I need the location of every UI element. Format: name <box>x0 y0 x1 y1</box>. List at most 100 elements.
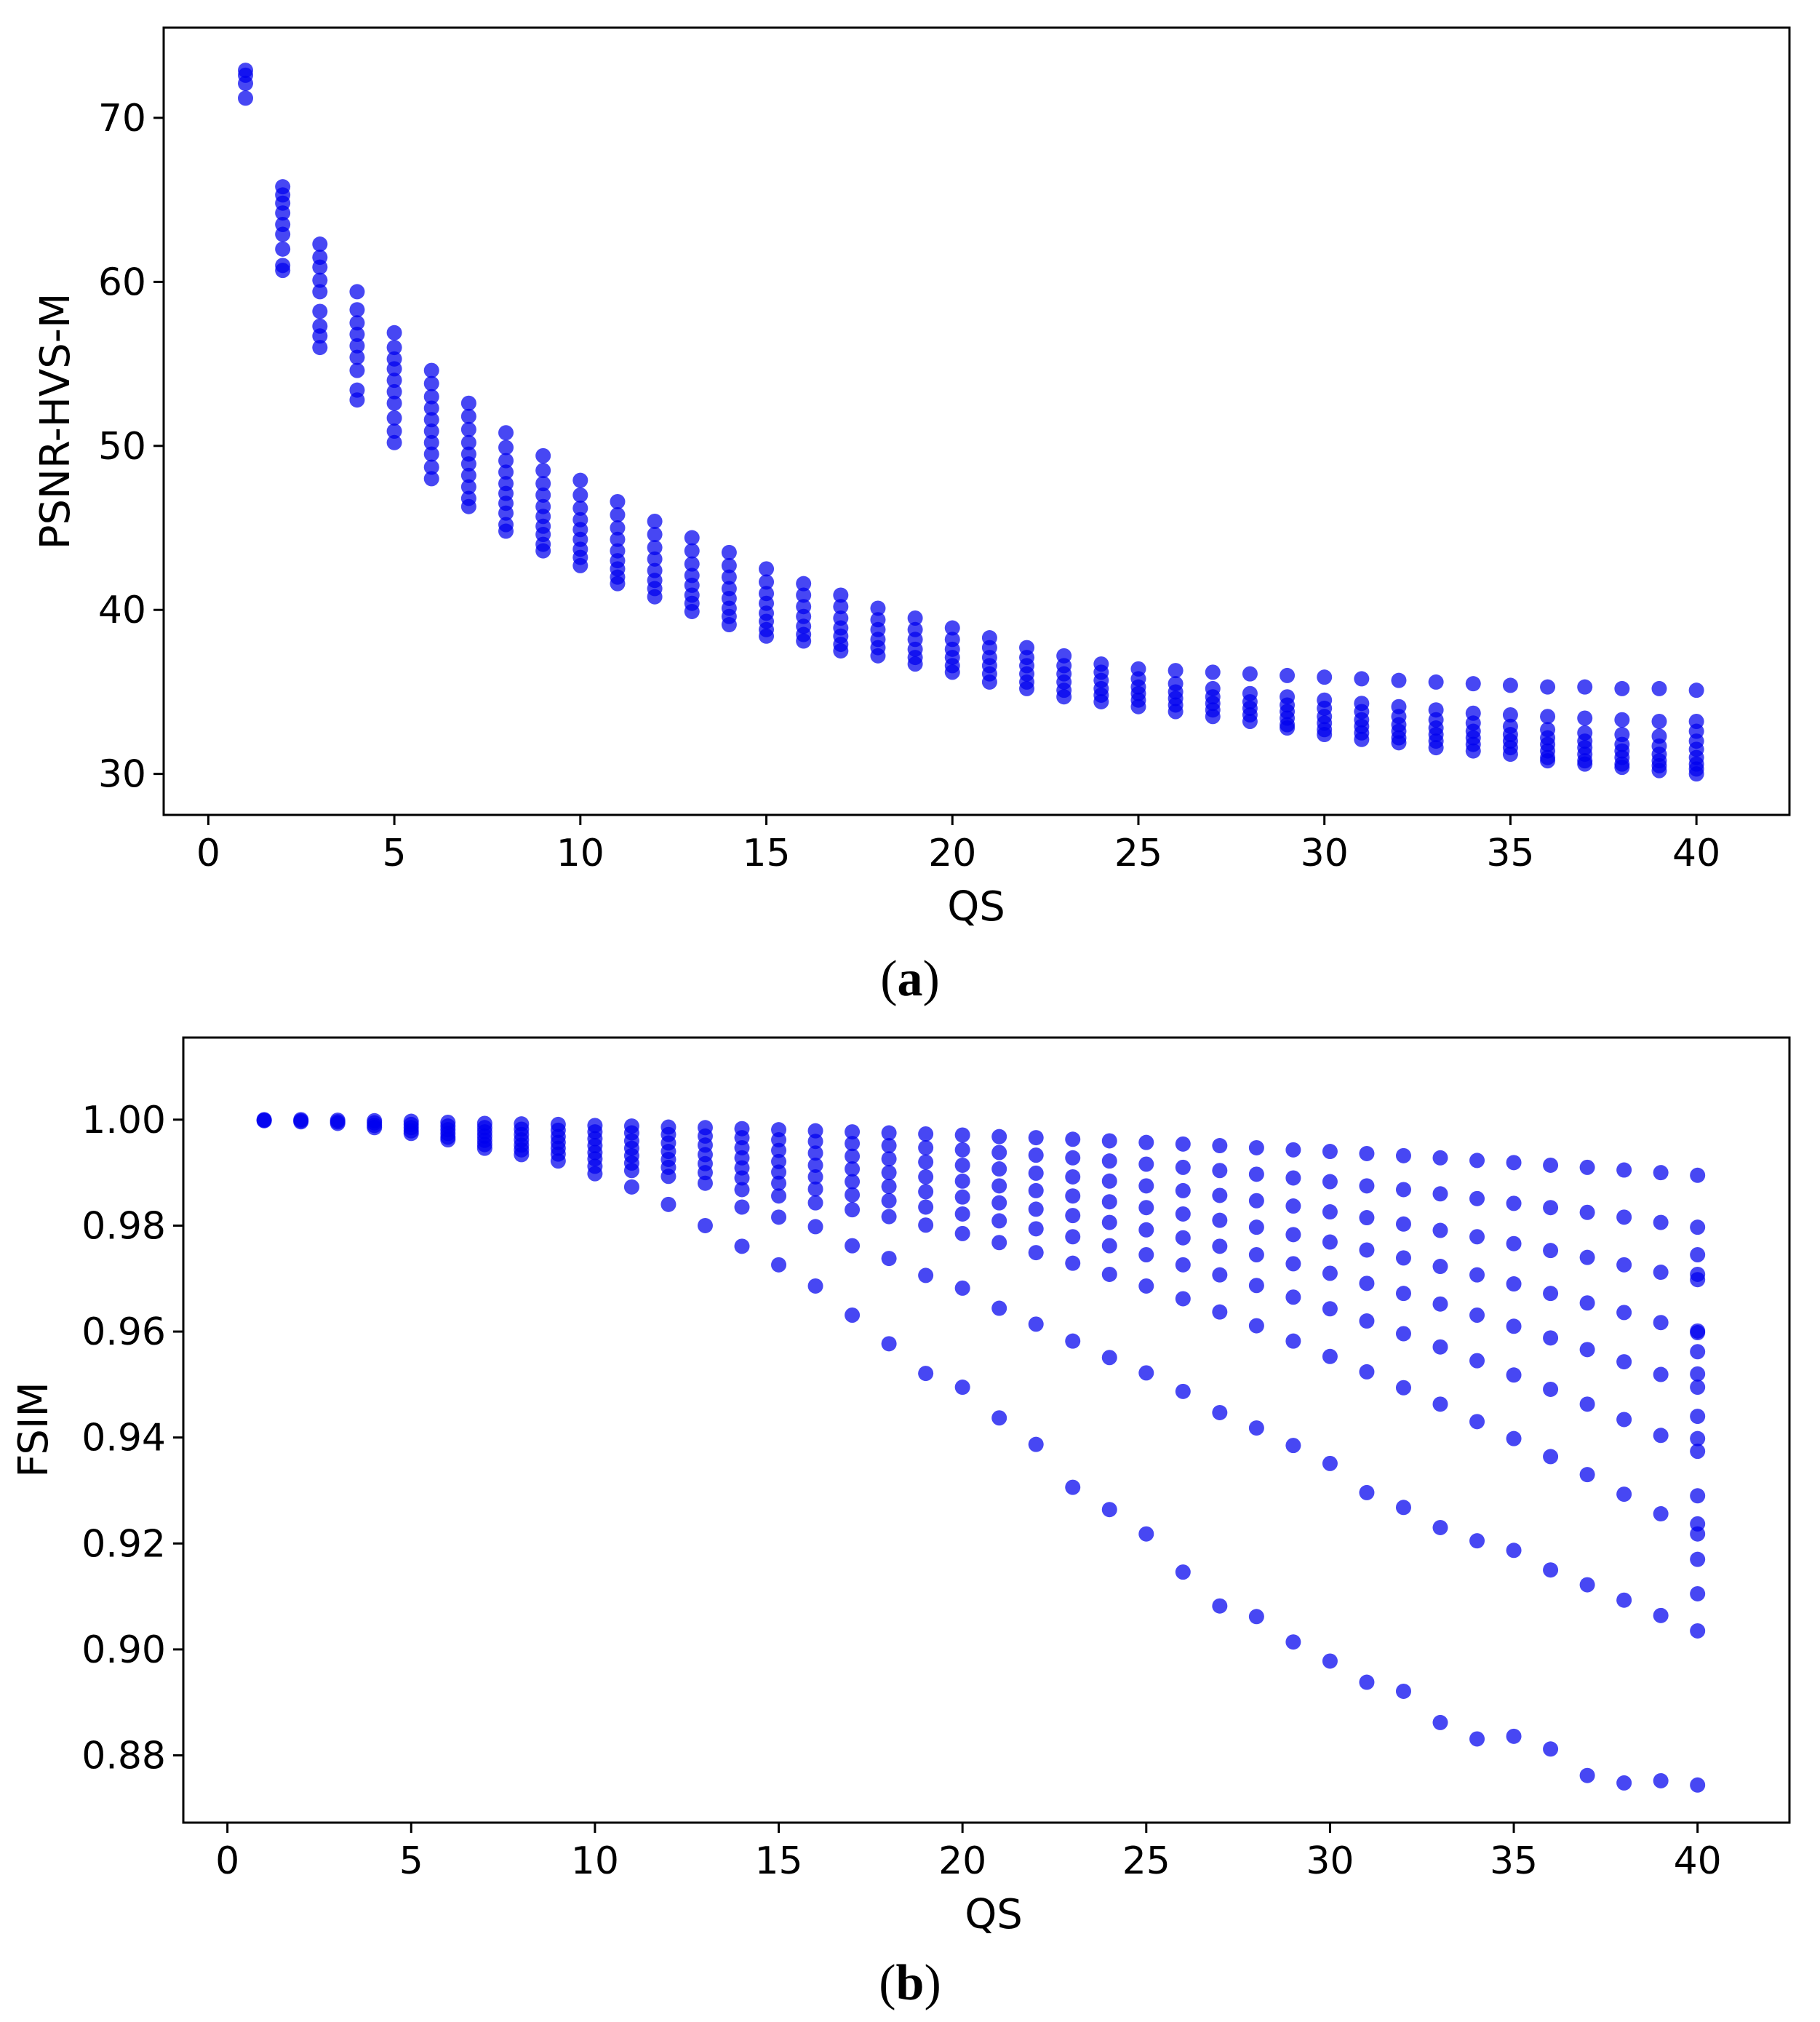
scatter-point-b <box>1028 1436 1044 1452</box>
scatter-point-a <box>535 447 551 463</box>
scatter-point-b <box>881 1165 897 1181</box>
scatter-point-a <box>1688 766 1704 782</box>
y-tick-label-a: 50 <box>98 425 146 469</box>
scatter-point-b <box>1469 1307 1485 1324</box>
scatter-point-a <box>423 375 439 391</box>
scatter-point-a <box>833 599 849 615</box>
scatter-point-b <box>1248 1219 1264 1235</box>
scatter-point-b <box>734 1170 750 1186</box>
scatter-point-b <box>1395 1286 1411 1302</box>
scatter-point-b <box>1543 1200 1559 1216</box>
scatter-point-b <box>1359 1242 1375 1258</box>
scatter-point-b <box>1175 1564 1191 1580</box>
scatter-point-b <box>1138 1247 1154 1263</box>
x-tick-label-b: 20 <box>938 1839 986 1883</box>
scatter-point-b <box>1469 1533 1485 1549</box>
y-tick-label-b: 1.00 <box>81 1099 166 1142</box>
scatter-point-b <box>881 1193 897 1209</box>
scatter-point-a <box>647 589 663 605</box>
scatter-point-b <box>1506 1155 1522 1171</box>
scatter-point-b <box>403 1126 419 1142</box>
scatter-point-a <box>349 315 365 331</box>
scatter-point-b <box>1175 1159 1191 1175</box>
scatter-point-a <box>1614 680 1630 696</box>
scatter-point-b <box>1690 1344 1706 1360</box>
scatter-point-a <box>907 656 923 672</box>
scatter-point-b <box>1359 1674 1375 1690</box>
scatter-point-a <box>1651 680 1667 696</box>
x-tick-label-a: 0 <box>196 832 220 875</box>
scatter-point-b <box>1248 1609 1264 1625</box>
y-tick-label-b: 0.92 <box>81 1522 166 1566</box>
scatter-point-b <box>476 1140 492 1156</box>
scatter-point-a <box>572 472 588 488</box>
scatter-point-a <box>1651 763 1667 779</box>
scatter-point-b <box>1543 1381 1559 1397</box>
scatter-point-b <box>1212 1212 1228 1228</box>
scatter-point-b <box>1653 1607 1669 1623</box>
scatter-point-b <box>734 1238 750 1254</box>
scatter-point-b <box>954 1189 970 1205</box>
scatter-point-b <box>1359 1210 1375 1226</box>
scatter-point-b <box>1285 1289 1301 1305</box>
scatter-point-b <box>293 1114 309 1130</box>
scatter-point-a <box>386 410 402 426</box>
scatter-point-a <box>1391 672 1407 688</box>
scatter-point-b <box>991 1235 1007 1251</box>
y-tick-label-a: 70 <box>98 97 146 140</box>
scatter-point-a <box>1205 709 1221 725</box>
x-tick-label-a: 30 <box>1301 832 1349 875</box>
scatter-point-b <box>845 1187 861 1203</box>
scatter-point-b <box>1579 1396 1595 1412</box>
scatter-point-b <box>1469 1414 1485 1430</box>
scatter-point-b <box>807 1219 823 1235</box>
scatter-point-b <box>1579 1577 1595 1593</box>
scatter-point-b <box>1101 1214 1117 1230</box>
scatter-point-a <box>349 302 365 318</box>
scatter-point-a <box>759 574 775 590</box>
scatter-point-b <box>918 1169 934 1185</box>
x-tick-label-a: 5 <box>383 832 407 875</box>
scatter-point-b <box>1690 1516 1706 1532</box>
scatter-point-b <box>1248 1139 1264 1155</box>
scatter-point-a <box>349 362 365 378</box>
scatter-point-b <box>1285 1142 1301 1158</box>
panel-b: 0 5 10 15 20 25 30 35 40 0.88 0.90 0.92 0.94 0.96 0.98… <box>10 1036 1791 2011</box>
scatter-point-b <box>845 1307 861 1324</box>
scatter-point-b <box>954 1127 970 1143</box>
scatter-point-b <box>367 1120 383 1136</box>
scatter-point-b <box>1653 1428 1669 1444</box>
scatter-point-b <box>1138 1365 1154 1381</box>
scatter-point-a <box>386 395 402 411</box>
scatter-point-b <box>1285 1333 1301 1349</box>
scatter-point-b <box>1690 1409 1706 1425</box>
scatter-point-b <box>1322 1653 1338 1669</box>
scatter-point-b <box>1138 1526 1154 1542</box>
scatter-point-b <box>256 1113 272 1129</box>
scatter-point-b <box>1543 1286 1559 1302</box>
scatter-point-a <box>460 456 476 472</box>
scatter-point-b <box>1175 1230 1191 1246</box>
scatter-point-b <box>1322 1204 1338 1220</box>
scatter-point-b <box>1065 1169 1081 1185</box>
scatter-point-b <box>1653 1265 1669 1281</box>
scatter-point-b <box>1432 1186 1448 1202</box>
scatter-point-b <box>1506 1235 1522 1251</box>
scatter-point-b <box>1175 1291 1191 1307</box>
scatter-point-b <box>771 1257 787 1273</box>
scatter-point-b <box>1543 1562 1559 1578</box>
scatter-point-b <box>1359 1145 1375 1161</box>
scatter-point-b <box>1212 1138 1228 1154</box>
scatter-point-b <box>1028 1201 1044 1217</box>
scatter-point-b <box>991 1129 1007 1145</box>
scatter-point-b <box>697 1175 713 1191</box>
scatter-point-b <box>697 1165 713 1181</box>
scatter-point-b <box>1506 1276 1522 1292</box>
x-tick-label-b: 10 <box>571 1839 619 1883</box>
scatter-point-b <box>1101 1502 1117 1518</box>
scatter-point-a <box>349 338 365 354</box>
scatter-point-a <box>1019 680 1035 696</box>
scatter-point-b <box>550 1153 566 1169</box>
scatter-point-b <box>1579 1295 1595 1311</box>
scatter-point-b <box>1248 1193 1264 1209</box>
